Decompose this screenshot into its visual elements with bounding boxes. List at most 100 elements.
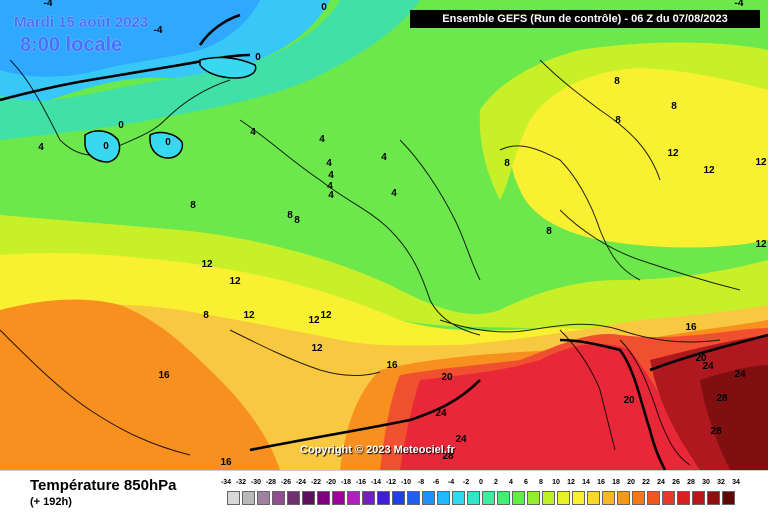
contour-label: 20 xyxy=(695,353,707,364)
legend-tick-label: 2 xyxy=(494,479,498,486)
legend-tick-label: -30 xyxy=(250,479,262,486)
contour-label: 4 xyxy=(381,152,387,163)
legend-swatch xyxy=(482,491,495,505)
contour-label: 0 xyxy=(118,120,124,131)
legend-tick-label: -26 xyxy=(280,479,292,486)
field-orange xyxy=(0,299,280,470)
legend-swatch xyxy=(707,491,720,505)
legend-swatch xyxy=(332,491,345,505)
legend-tick-label: -6 xyxy=(432,479,440,486)
legend-tick-label: 32 xyxy=(717,479,725,486)
legend-swatch xyxy=(392,491,405,505)
legend-swatch xyxy=(587,491,600,505)
contour-label: 8 xyxy=(614,76,620,87)
contour-label: 12 xyxy=(311,343,323,354)
legend-swatch xyxy=(452,491,465,505)
legend-swatch xyxy=(317,491,330,505)
field-lime xyxy=(0,215,768,345)
legend-tick-label: -2 xyxy=(462,479,470,486)
field-blue-deep xyxy=(0,0,260,77)
legend-tick-label: 26 xyxy=(672,479,680,486)
contour-label: 4 xyxy=(328,190,334,201)
coastlines xyxy=(0,59,741,466)
contour-label: 24 xyxy=(702,361,714,372)
legend-swatch xyxy=(602,491,615,505)
contour-label: 24 xyxy=(455,434,467,445)
legend-swatch xyxy=(242,491,255,505)
legend-swatch xyxy=(422,491,435,505)
legend-tick-label: -22 xyxy=(310,479,322,486)
legend-swatch xyxy=(437,491,450,505)
legend-tick-label: -12 xyxy=(385,479,397,486)
legend-swatch xyxy=(527,491,540,505)
legend-tick-label: -14 xyxy=(370,479,382,486)
legend-swatch xyxy=(662,491,675,505)
legend-tick-label: 22 xyxy=(642,479,650,486)
legend-tick-label: -20 xyxy=(325,479,337,486)
contour-label: -4 xyxy=(43,0,53,9)
contour-label: 0 xyxy=(165,137,171,148)
ice-islands xyxy=(84,56,257,163)
field-lime-north xyxy=(479,42,768,200)
contour-label: 4 xyxy=(328,170,334,181)
field-red xyxy=(400,343,768,470)
contour-label: 8 xyxy=(203,310,209,321)
legend-tick-label: 0 xyxy=(479,479,483,486)
legend-swatch xyxy=(542,491,555,505)
legend-swatch xyxy=(302,491,315,505)
contour-label: 20 xyxy=(623,395,635,406)
contour-label: 16 xyxy=(685,322,697,333)
contour-label: 16 xyxy=(158,370,170,381)
contour-label: 4 xyxy=(250,127,256,138)
legend-tick-label: 10 xyxy=(552,479,560,486)
legend-swatch xyxy=(467,491,480,505)
contour-label: 8 xyxy=(287,210,293,221)
legend-tick-label: -18 xyxy=(340,479,352,486)
contour-label: 8 xyxy=(615,115,621,126)
run-info-banner: Ensemble GEFS (Run de contrôle) - 06 Z d… xyxy=(410,10,760,28)
legend-swatch xyxy=(347,491,360,505)
legend-tick-label: 34 xyxy=(732,479,740,486)
legend-tick-label: -10 xyxy=(400,479,412,486)
legend-swatch xyxy=(287,491,300,505)
contour-label: 12 xyxy=(229,276,241,287)
legend-swatch xyxy=(572,491,585,505)
legend-swatch xyxy=(617,491,630,505)
legend-tick-label: 14 xyxy=(582,479,590,486)
forecast-date: Mardi 15 août 2023 xyxy=(14,14,149,31)
legend-tick-label: 16 xyxy=(597,479,605,486)
legend-tick-label: -32 xyxy=(235,479,247,486)
legend-tick-label: 24 xyxy=(657,479,665,486)
contour-label: 12 xyxy=(667,148,679,159)
contour-label: 0 xyxy=(321,2,327,13)
legend-tick-label: 20 xyxy=(627,479,635,486)
legend-tick-label: 4 xyxy=(509,479,513,486)
contour-label: 12 xyxy=(755,157,767,168)
contour-label: 12 xyxy=(201,259,213,270)
footer: Température 850hPa (+ 192h) -34 -32 -30 -28… xyxy=(0,470,768,513)
contour-label: 28 xyxy=(716,393,728,404)
legend-tick-label: -24 xyxy=(295,479,307,486)
legend-swatch xyxy=(377,491,390,505)
legend-swatch xyxy=(632,491,645,505)
legend-swatch xyxy=(512,491,525,505)
legend-tick-label: 18 xyxy=(612,479,620,486)
map-field xyxy=(0,0,768,470)
contour-label: 28 xyxy=(442,451,454,462)
legend-tick-label: 30 xyxy=(702,479,710,486)
legend-tick-label: -16 xyxy=(355,479,367,486)
contour-label: 28 xyxy=(710,426,722,437)
legend-swatch xyxy=(692,491,705,505)
legend-tick-label: 28 xyxy=(687,479,695,486)
contour-label: 12 xyxy=(703,165,715,176)
legend-swatch xyxy=(647,491,660,505)
field-very-dark-red xyxy=(700,365,768,470)
contour-label: 8 xyxy=(294,215,300,226)
legend-tick-label: 8 xyxy=(539,479,543,486)
contour-label: -4 xyxy=(734,0,744,9)
contour-label: 8 xyxy=(504,158,510,169)
contour-label: 8 xyxy=(546,226,552,237)
legend-tick-label: -8 xyxy=(417,479,425,486)
field-teal xyxy=(0,0,420,140)
contour-label: 4 xyxy=(327,181,333,192)
